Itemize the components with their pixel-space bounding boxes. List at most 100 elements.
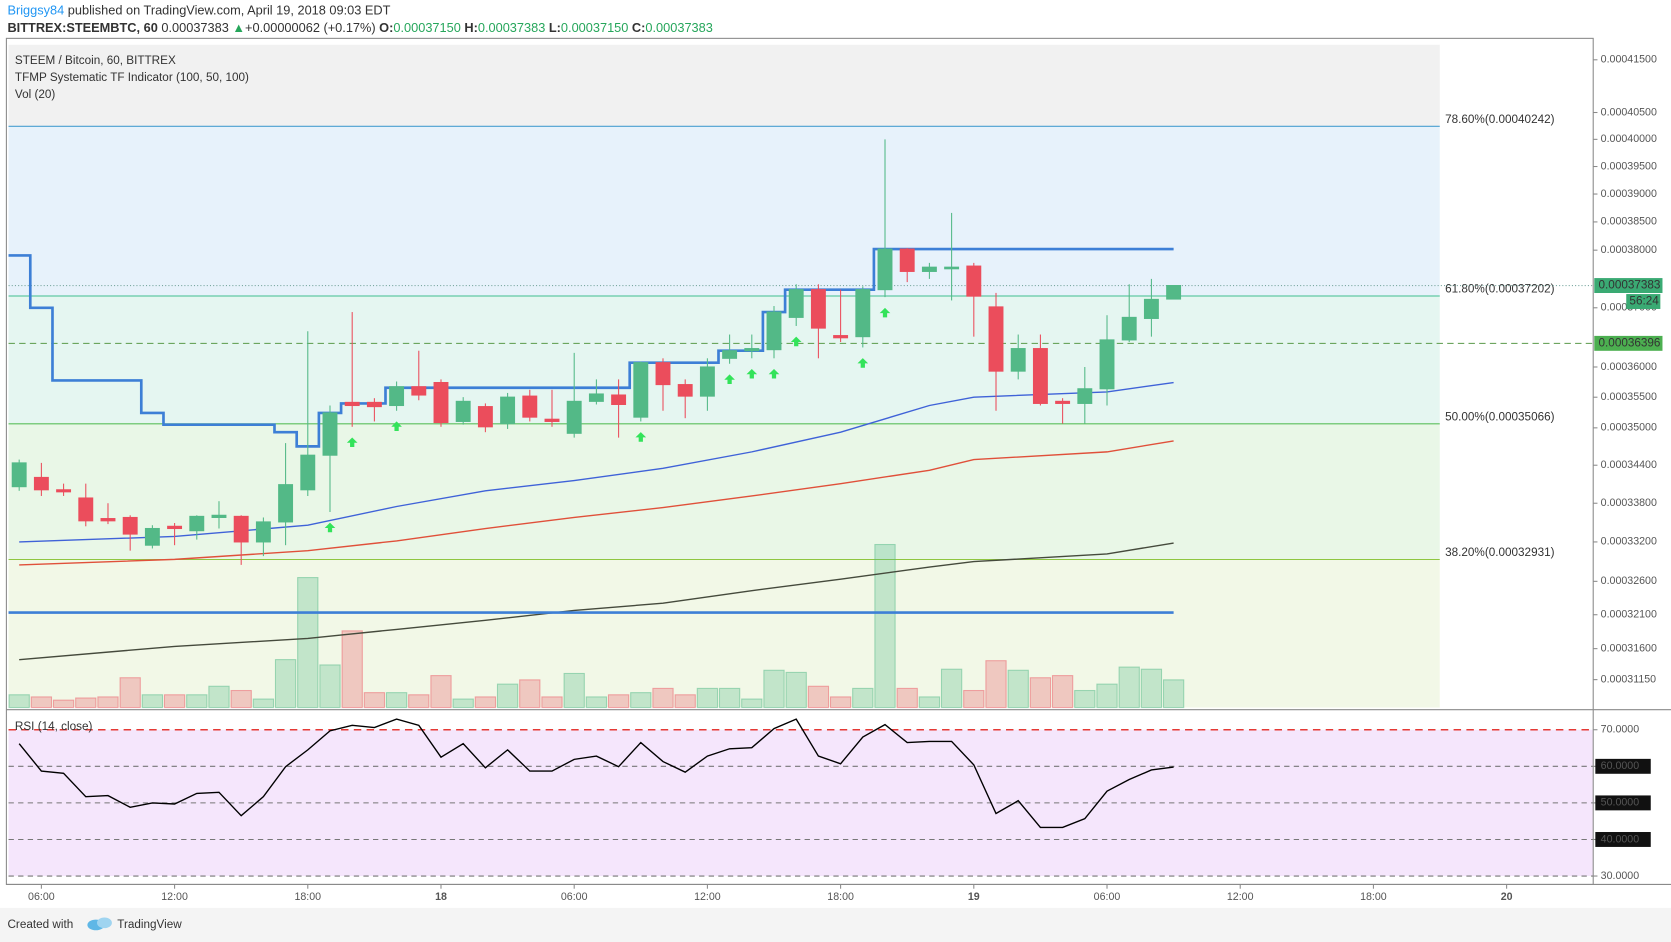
ma-line	[19, 542, 1174, 661]
countdown-tag	[1626, 294, 1661, 309]
candle-body	[677, 384, 693, 397]
x-tick-label: 06:00	[561, 891, 588, 903]
plot-layer: 78.60%(0.00040242) 61.80%(0.00037202) 50.0…	[8, 44, 1663, 903]
candle-body	[633, 362, 649, 418]
rsi-tick-tag	[1595, 832, 1651, 847]
candle-body	[788, 289, 804, 318]
h-value: 0.00037383	[478, 20, 545, 35]
fib-label: 50.00%(0.00035066)	[1445, 410, 1555, 423]
candle-body	[877, 248, 893, 291]
published-line: Briggsy84 published on TradingView.com, …	[7, 3, 390, 18]
volume-bar	[563, 672, 585, 709]
signal-arrow	[324, 522, 336, 533]
candle-body	[233, 515, 249, 543]
candle-body	[921, 266, 937, 272]
volume-bar	[52, 699, 75, 709]
author[interactable]: Briggsy84	[7, 3, 64, 18]
volume-bar	[829, 696, 852, 709]
candle-body	[278, 484, 294, 523]
volume-bar	[230, 689, 252, 709]
volume-bar	[208, 685, 230, 709]
y-tick-label: 0.00031150	[1601, 673, 1657, 685]
signal-arrow	[790, 336, 802, 347]
x-tick-label: 12:00	[1227, 891, 1254, 903]
volume-bar	[652, 687, 674, 709]
volume-bar	[607, 694, 630, 709]
candle-body	[1032, 348, 1048, 404]
candle-body	[389, 386, 405, 407]
candle-body	[944, 266, 960, 270]
candle-body	[744, 348, 760, 352]
candle-body	[144, 527, 160, 546]
fib-band	[8, 126, 1440, 297]
c-label: C:	[632, 20, 645, 35]
volume-bar	[1074, 689, 1096, 709]
candle-body	[810, 289, 826, 329]
volume-bar	[630, 692, 652, 709]
y-tick-label: 0.00031600	[1601, 642, 1657, 654]
volume-bar	[341, 630, 363, 709]
signal-arrow	[391, 421, 402, 432]
candle-body	[11, 462, 27, 488]
o-value: 0.00037150	[393, 20, 460, 35]
y-tick-label: 0.00038000	[1601, 244, 1657, 256]
volume-bar	[163, 694, 186, 709]
last: 0.00037383	[161, 20, 228, 35]
candle-body	[500, 396, 516, 425]
candle-body	[300, 454, 316, 491]
volume-bar	[874, 543, 896, 709]
candle-body	[899, 248, 915, 272]
candle-body	[855, 289, 871, 338]
l-value: 0.00037150	[561, 20, 628, 35]
candle-body	[1010, 348, 1026, 372]
candle-body	[33, 476, 49, 491]
volume-bar	[297, 577, 319, 709]
candle-body	[100, 518, 116, 522]
candle-body	[211, 514, 227, 519]
candle-body	[255, 521, 271, 543]
candle-body	[411, 386, 427, 396]
rsi-tick-tag	[1595, 758, 1651, 774]
price-tag	[1594, 278, 1663, 293]
candle-body	[699, 366, 715, 397]
x-tick-label: 19	[968, 891, 980, 903]
volume-bar	[496, 683, 519, 709]
candle-body	[833, 335, 849, 339]
h-label: H:	[464, 20, 477, 35]
volume-bar	[319, 664, 341, 709]
footer-brand[interactable]: TradingView	[117, 918, 182, 931]
y-tick-label: 40.0000	[1601, 833, 1640, 845]
o-label: O:	[379, 20, 393, 35]
volume-bar	[363, 692, 386, 709]
y-tick-label: 0.00041500	[1601, 54, 1657, 66]
candle-body	[966, 265, 982, 297]
candle-body	[611, 394, 627, 405]
legend-entry: STEEM / Bitcoin, 60, BITTREX	[15, 54, 176, 67]
legend-entry: TFMP Systematic TF Indicator (100, 50, 1…	[15, 71, 249, 84]
volume-bar	[718, 687, 741, 709]
volume-bar	[541, 696, 563, 709]
volume-bar	[385, 692, 408, 709]
x-tick-label: 12:00	[694, 891, 721, 903]
y-tick-label: 0.00032100	[1601, 609, 1657, 621]
volume-bar	[474, 696, 497, 709]
fib-label: 38.20%(0.00032931)	[1445, 546, 1555, 559]
rsi-title: RSI (14, close)	[15, 720, 93, 733]
candle-body	[722, 350, 738, 359]
candle-body	[122, 516, 138, 535]
y-tick-label: 0.00036000	[1601, 361, 1657, 373]
volume-bar	[430, 675, 452, 709]
volume-bar	[985, 660, 1007, 709]
ma-line	[19, 381, 1174, 543]
candle-body	[522, 395, 538, 418]
signal-arrow	[768, 368, 780, 379]
candle-body	[1143, 298, 1159, 319]
fib-band	[8, 296, 1440, 424]
footer-bar	[0, 907, 1671, 942]
y-tick-label: 0.00033200	[1601, 536, 1657, 548]
candle-body	[455, 400, 471, 422]
fib-top-band	[8, 44, 1440, 127]
candle-body	[433, 381, 449, 424]
y-tick-label: 0.00038500	[1601, 216, 1657, 228]
x-tick-label: 18	[435, 891, 447, 903]
